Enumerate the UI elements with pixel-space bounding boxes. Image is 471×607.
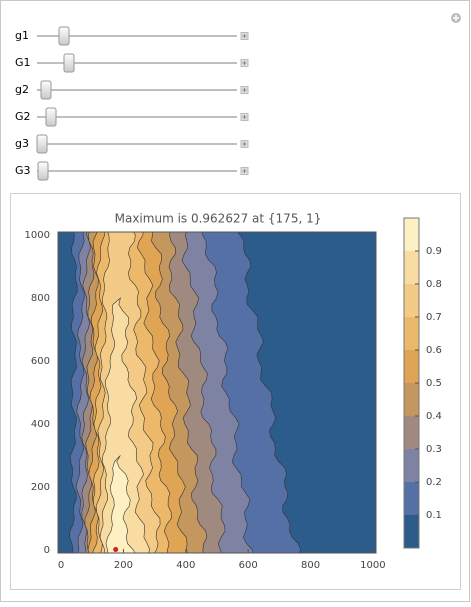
expand-icon — [242, 88, 247, 92]
slider-thumb[interactable] — [58, 26, 70, 46]
x-tick-label: 600 — [239, 560, 258, 571]
slider-label: g1 — [15, 29, 29, 42]
y-tick-label: 200 — [31, 482, 50, 493]
x-tick-label: 400 — [176, 560, 195, 571]
colorbar-segment — [404, 449, 419, 482]
colorbar-tick-label: 0.1 — [426, 510, 442, 521]
slider-label: G1 — [15, 56, 31, 69]
y-tick-label: 400 — [31, 419, 50, 430]
slider-thumb[interactable] — [36, 134, 48, 154]
expand-icon — [242, 169, 247, 173]
contour-band — [105, 455, 136, 553]
y-tick-label: 600 — [31, 356, 50, 367]
colorbar-segment — [404, 317, 419, 350]
controls: g1 G1 g2 G2 g3 G3 — [15, 26, 249, 181]
chart-title: Maximum is 0.962627 at {175, 1} — [115, 212, 322, 226]
slider-thumb[interactable] — [37, 161, 49, 181]
expand-icon — [242, 115, 247, 119]
colorbar-tick-label: 0.6 — [426, 345, 442, 356]
colorbar-tick-label: 0.3 — [426, 444, 442, 455]
plot-frame — [57, 231, 377, 554]
colorbar-tick-label: 0.7 — [426, 312, 442, 323]
maximum-point — [113, 547, 119, 553]
y-tick-label: 0 — [44, 545, 50, 556]
slider-label: G3 — [15, 164, 31, 177]
x-tick-label: 800 — [301, 560, 320, 571]
x-tick-label: 0 — [58, 560, 64, 571]
expand-icon — [242, 142, 247, 146]
slider-label: G2 — [15, 110, 31, 123]
x-tick-label: 200 — [114, 560, 133, 571]
expand-icon — [242, 61, 247, 65]
x-tick-label: 1000 — [360, 560, 385, 571]
colorbar-segment — [404, 251, 419, 284]
colorbar-segment — [404, 383, 419, 416]
colorbar-tick-label: 0.9 — [426, 246, 442, 257]
colorbar-segment — [404, 482, 419, 515]
slider-label: g2 — [15, 83, 29, 96]
options-icon — [453, 15, 459, 21]
colorbar-tick-label: 0.4 — [426, 411, 442, 422]
colorbar-segment — [404, 218, 419, 251]
colorbar-segment — [404, 515, 419, 548]
y-tick-label: 800 — [31, 293, 50, 304]
contour-plot — [58, 232, 376, 553]
colorbar-tick-label: 0.8 — [426, 279, 442, 290]
colorbar-segment — [404, 416, 419, 449]
slider-thumb[interactable] — [40, 80, 52, 100]
slider-thumb[interactable] — [45, 107, 57, 127]
slider-thumb[interactable] — [63, 53, 75, 73]
colorbar-tick-label: 0.2 — [426, 477, 442, 488]
colorbar-tick-label: 0.5 — [426, 378, 442, 389]
slider-label: g3 — [15, 137, 29, 150]
colorbar-segment — [404, 284, 419, 317]
y-tick-label: 1000 — [25, 230, 50, 241]
colorbar-segment — [404, 350, 419, 383]
expand-icon — [242, 34, 247, 38]
